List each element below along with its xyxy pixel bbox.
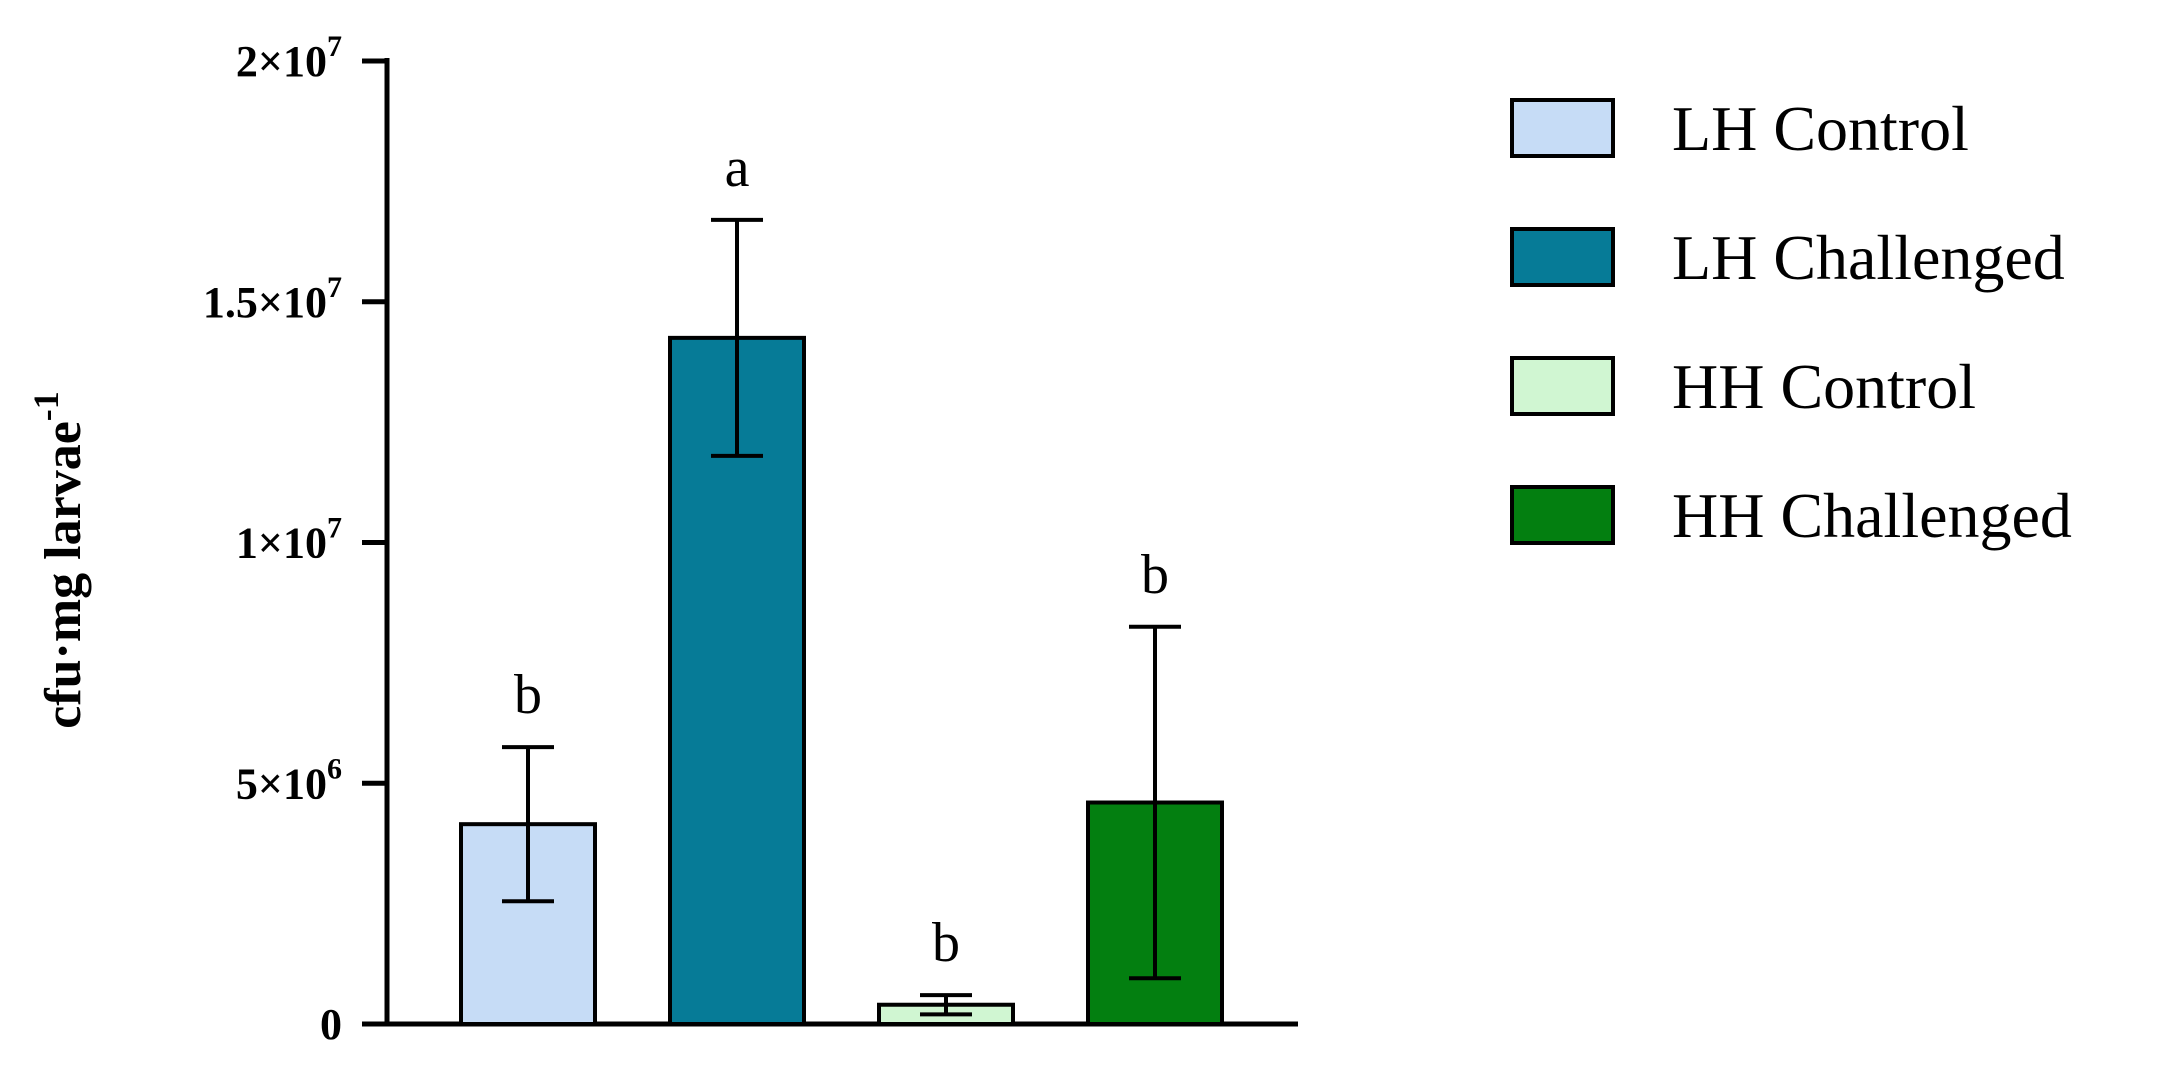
legend-swatch xyxy=(1510,227,1615,287)
y-tick-label: 1×107 xyxy=(236,512,342,568)
error-bars xyxy=(502,217,1181,1017)
legend-label: HH Control xyxy=(1672,351,1976,422)
legend: LH Control LH Challenged HH Control HH Chal… xyxy=(1510,93,2072,551)
y-tick-label-exponent: 7 xyxy=(327,512,342,545)
y-tick-label-exponent: 7 xyxy=(327,271,342,304)
legend-swatch xyxy=(1510,485,1615,545)
significance-letter: a xyxy=(725,137,750,199)
y-tick-label-base: 0 xyxy=(320,1000,342,1049)
y-tick-label: 0 xyxy=(320,1000,342,1049)
y-axis-label: cfu·mg larvae-1 xyxy=(26,391,92,729)
legend-swatch xyxy=(1510,98,1615,158)
y-tick-label: 2×107 xyxy=(236,30,342,86)
y-axis-label-superscript: -1 xyxy=(26,391,66,421)
significance-letter: b xyxy=(1141,544,1169,606)
y-tick-label-exponent: 6 xyxy=(327,752,342,785)
legend-label: HH Challenged xyxy=(1672,480,2072,551)
y-tick-label-exponent: 7 xyxy=(327,30,342,63)
y-tick-label: 1.5×107 xyxy=(203,271,342,327)
significance-letter: b xyxy=(932,912,960,974)
legend-swatch xyxy=(1510,356,1615,416)
legend-label: LH Control xyxy=(1672,93,1969,164)
y-tick-label: 5×106 xyxy=(236,752,342,808)
bars xyxy=(459,335,1224,1027)
legend-label: LH Challenged xyxy=(1672,222,2065,293)
y-tick-label-base: 1×10 xyxy=(236,519,327,568)
y-tick-label-base: 5×10 xyxy=(236,759,327,808)
y-tick-label-base: 2×10 xyxy=(236,37,327,86)
significance-labels: b a b b xyxy=(514,137,1169,974)
y-axis-label-text: cfu·mg larvae xyxy=(35,421,92,729)
significance-letter: b xyxy=(514,664,542,726)
y-tick-label-base: 1.5×10 xyxy=(203,278,327,327)
